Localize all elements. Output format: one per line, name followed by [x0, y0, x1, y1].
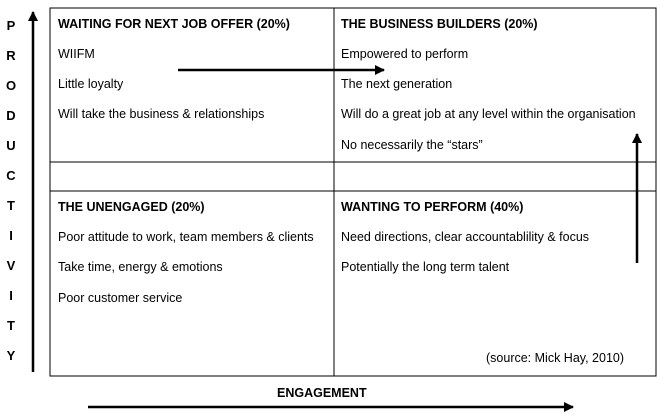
- productivity-letter: C: [6, 168, 16, 183]
- quadrant-title-waiting: WAITING FOR NEXT JOB OFFER (20%): [58, 17, 290, 31]
- productivity-letter: P: [6, 18, 16, 33]
- quadrant-title-business-builders: THE BUSINESS BUILDERS (20%): [341, 17, 538, 31]
- quadrant-item: Little loyalty: [58, 77, 124, 91]
- quadrant-title-unengaged: THE UNENGAGED (20%): [58, 200, 205, 214]
- source-citation: (source: Mick Hay, 2010): [486, 351, 625, 365]
- quadrant-item: Poor customer service: [58, 291, 183, 305]
- productivity-letter: T: [7, 318, 15, 333]
- quadrant-title-wanting-to-perform: WANTING TO PERFORM (40%): [341, 200, 524, 214]
- productivity-letter: V: [6, 258, 16, 273]
- productivity-letter: Y: [6, 348, 16, 363]
- quadrant-item: Poor attitude to work, team members & cl…: [58, 230, 314, 244]
- quadrant-item: The next generation: [341, 77, 453, 91]
- quadrant-item: Potentially the long term talent: [341, 260, 510, 274]
- productivity-letter: I: [9, 288, 13, 303]
- productivity-letter: R: [6, 48, 16, 63]
- productivity-letter: U: [6, 138, 16, 153]
- productivity-letter: I: [9, 228, 13, 243]
- engagement-axis-label: ENGAGEMENT: [277, 386, 367, 400]
- productivity-letter: T: [7, 198, 15, 213]
- quadrant-item: Take time, energy & emotions: [58, 260, 223, 274]
- quadrant-item: Will do a great job at any level within …: [341, 107, 636, 121]
- quadrant-item: Will take the business & relationships: [58, 107, 265, 121]
- productivity-letter: D: [6, 108, 16, 123]
- quadrant-item: Need directions, clear accountablility &…: [341, 230, 590, 244]
- productivity-letter: O: [5, 78, 17, 93]
- quadrant-item: WIIFM: [58, 47, 95, 61]
- quadrant-item: No necessarily the “stars”: [341, 138, 483, 152]
- quadrant-grid-border: [49, 7, 657, 377]
- quadrant-item: Empowered to perform: [341, 47, 469, 61]
